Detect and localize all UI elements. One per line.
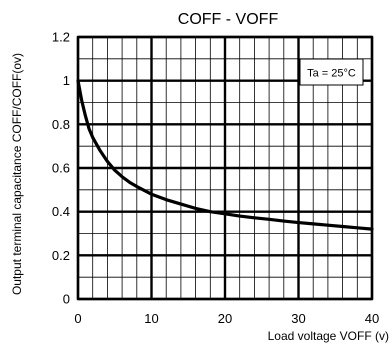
annotation-box: Ta = 25°C [300, 59, 363, 85]
y-tick-label: 0.2 [52, 248, 70, 263]
x-tick-label: 20 [218, 311, 232, 326]
y-tick-label: 0 [63, 292, 70, 307]
x-tick-label: 30 [291, 311, 305, 326]
x-tick-label: 0 [74, 311, 81, 326]
y-tick-label: 1 [63, 73, 70, 88]
y-tick-label: 1.2 [52, 30, 70, 45]
y-tick-label: 0.8 [52, 117, 70, 132]
x-tick-label: 40 [365, 311, 379, 326]
annotation-label: Ta = 25°C [307, 68, 356, 80]
x-tick-label: 10 [144, 311, 158, 326]
y-axis-label: Output terminal capacitance COFF/COFF(ov… [10, 53, 24, 295]
chart-title: COFF - VOFF [178, 11, 279, 28]
y-tick-label: 0.4 [52, 204, 70, 219]
x-axis-label: Load voltage VOFF (v) [268, 329, 389, 343]
y-tick-label: 0.6 [52, 161, 70, 176]
